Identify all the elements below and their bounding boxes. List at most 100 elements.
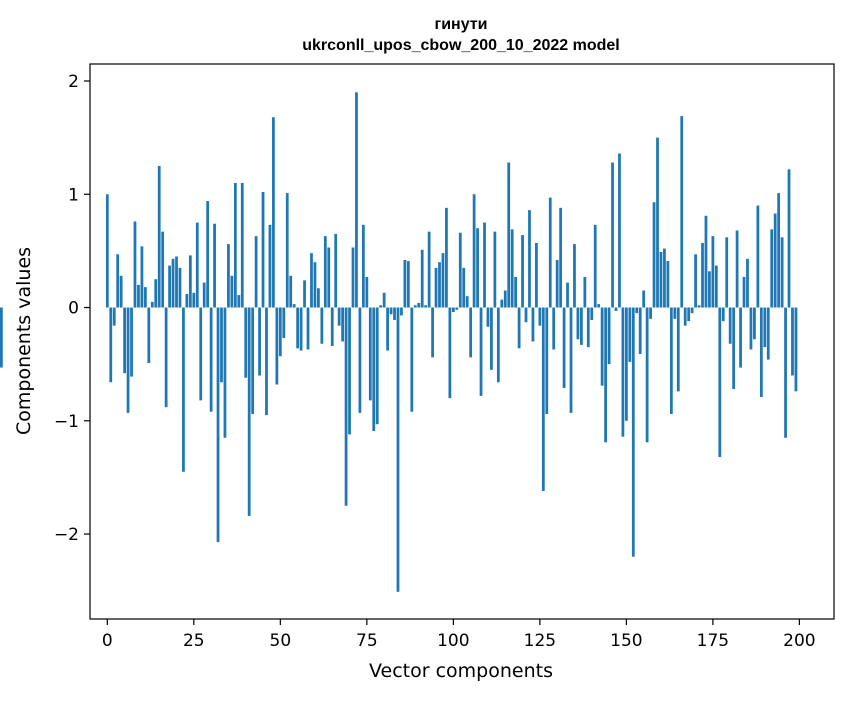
bar-44 [258, 307, 261, 376]
bar-57 [303, 280, 306, 308]
bar-62 [320, 307, 324, 344]
bar-87 [406, 261, 410, 308]
bar-101 [455, 307, 459, 310]
bar-13 [150, 301, 154, 308]
bar-70 [348, 307, 351, 435]
bar-39 [240, 182, 244, 308]
bar-128 [548, 197, 552, 308]
bar-184 [742, 276, 746, 308]
bar-112 [493, 231, 497, 308]
bar-175 [711, 236, 715, 308]
plot-frame [89, 63, 835, 620]
bar-199 [794, 307, 798, 392]
bar-133 [566, 282, 569, 308]
bar-167 [683, 307, 687, 326]
bar-188 [756, 205, 760, 308]
bar-160 [659, 252, 663, 308]
bar-66 [334, 233, 338, 308]
bar-81 [386, 307, 389, 351]
bar-125 [538, 307, 542, 326]
bar-49 [275, 307, 279, 385]
bar-64 [327, 247, 331, 308]
bar-21 [178, 267, 182, 308]
bar-50 [278, 307, 282, 357]
bar-182 [735, 230, 739, 308]
bar-102 [458, 232, 462, 308]
bar-99 [448, 307, 452, 399]
bar-190 [763, 307, 767, 348]
bar-103 [462, 267, 466, 308]
bar-124 [535, 242, 538, 308]
y-tick-label-0: 0 [68, 299, 79, 319]
bar-23 [185, 293, 189, 308]
bar-171 [697, 305, 701, 308]
bar-173 [704, 215, 708, 308]
y-tick-label-2: 2 [68, 72, 79, 92]
bar-118 [514, 276, 518, 308]
bar-10 [140, 246, 144, 308]
bar-111 [490, 307, 493, 370]
bar-72 [355, 92, 358, 308]
bar-149 [621, 307, 625, 437]
bar-147 [614, 307, 618, 311]
bar-95 [434, 267, 438, 308]
bar-54 [292, 304, 296, 308]
bar-29 [206, 201, 210, 308]
bar-88 [410, 307, 414, 412]
bar-68 [341, 307, 344, 342]
bar-145 [607, 307, 611, 365]
bar-20 [175, 256, 178, 308]
bar-191 [766, 307, 770, 360]
bar-27 [199, 307, 203, 401]
bar-154 [638, 307, 642, 354]
bar-143 [600, 307, 604, 386]
bar-198 [791, 307, 794, 376]
y-tick-label-1: 1 [68, 185, 79, 205]
bar-117 [510, 229, 514, 308]
bar-53 [289, 275, 293, 308]
bar-193 [773, 213, 777, 308]
bar-93 [427, 231, 431, 308]
bar-7 [130, 307, 133, 377]
bar-183 [739, 307, 742, 368]
bar-89 [413, 305, 417, 308]
bar-135 [573, 244, 576, 308]
bar-186 [749, 307, 753, 350]
bar-126 [541, 307, 545, 492]
bar-5 [123, 307, 126, 374]
bar-131 [559, 207, 563, 308]
bar-52 [285, 193, 289, 308]
bar-25 [192, 292, 196, 308]
y-axis: −2 −1 0 1 2 [54, 72, 90, 545]
bar-83 [393, 307, 396, 320]
bar-100 [451, 307, 455, 313]
x-tick-label-0: 0 [102, 631, 113, 651]
bar-104 [465, 296, 469, 308]
bar-73 [358, 307, 362, 413]
bar-71 [351, 247, 355, 308]
bar-177 [718, 307, 722, 458]
bar-42 [251, 307, 255, 414]
x-tick-label-25: 25 [183, 631, 205, 651]
bar-166 [680, 116, 684, 308]
bar-110 [486, 307, 490, 327]
bar-16 [161, 231, 165, 308]
bar-170 [694, 254, 697, 308]
bar-172 [701, 242, 704, 308]
bar-1 [109, 307, 113, 383]
bar-78 [375, 307, 379, 425]
x-tick-label-150: 150 [610, 631, 642, 651]
bar-30 [209, 307, 213, 412]
bar-65 [330, 307, 334, 347]
bar-43 [254, 236, 258, 308]
bar-174 [708, 271, 711, 308]
bar-129 [552, 307, 556, 350]
bar-46 [265, 307, 268, 416]
bar-36 [230, 275, 234, 308]
bar-121 [524, 307, 528, 323]
x-tick-label-50: 50 [270, 631, 292, 651]
bar-192 [770, 229, 774, 308]
x-tick-label-100: 100 [437, 631, 469, 651]
bar-162 [666, 261, 670, 308]
